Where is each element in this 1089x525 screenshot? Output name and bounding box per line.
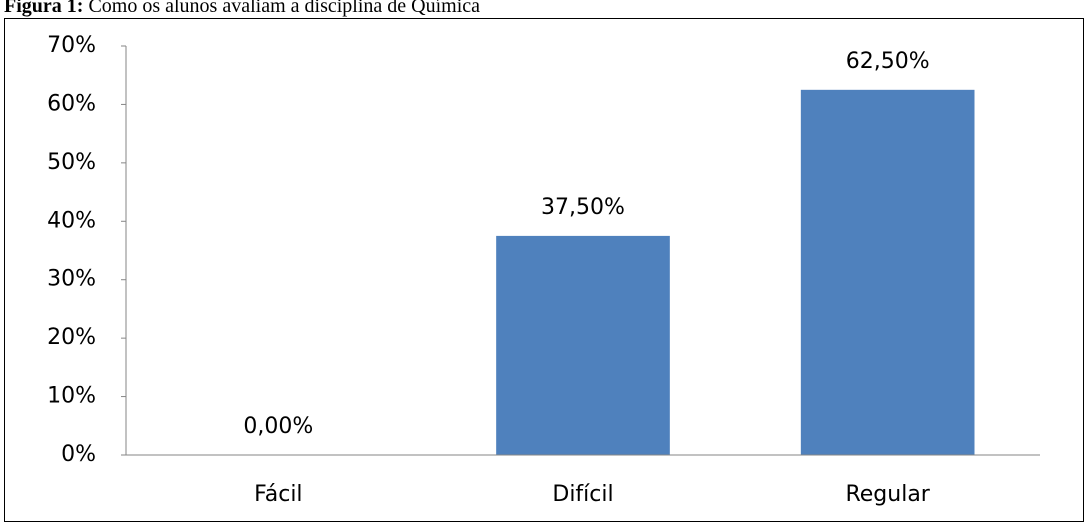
chart-title: Como os alunos avaliam a disciplina de Q…	[88, 0, 480, 17]
bar	[496, 235, 670, 455]
value-label: 0,00%	[243, 414, 313, 439]
y-tick-label: 70%	[47, 33, 96, 58]
y-tick-label: 20%	[47, 325, 96, 350]
y-tick-label: 50%	[47, 150, 96, 175]
x-tick-label: Regular	[845, 482, 930, 507]
y-tick-label: 10%	[47, 384, 96, 409]
y-tick-label: 40%	[47, 208, 96, 233]
caption: Figura 1: Como os alunos avaliam a disci…	[4, 0, 480, 17]
x-tick-label: Fácil	[254, 482, 302, 507]
x-tick-label: Difícil	[552, 482, 613, 507]
bar	[800, 89, 975, 456]
y-tick-label: 0%	[61, 442, 96, 467]
value-label: 62,50%	[846, 49, 930, 74]
y-tick-label: 30%	[47, 267, 96, 292]
value-label: 37,50%	[541, 195, 625, 220]
figure-label: Figura 1:	[4, 0, 83, 17]
y-tick-label: 60%	[47, 91, 96, 116]
